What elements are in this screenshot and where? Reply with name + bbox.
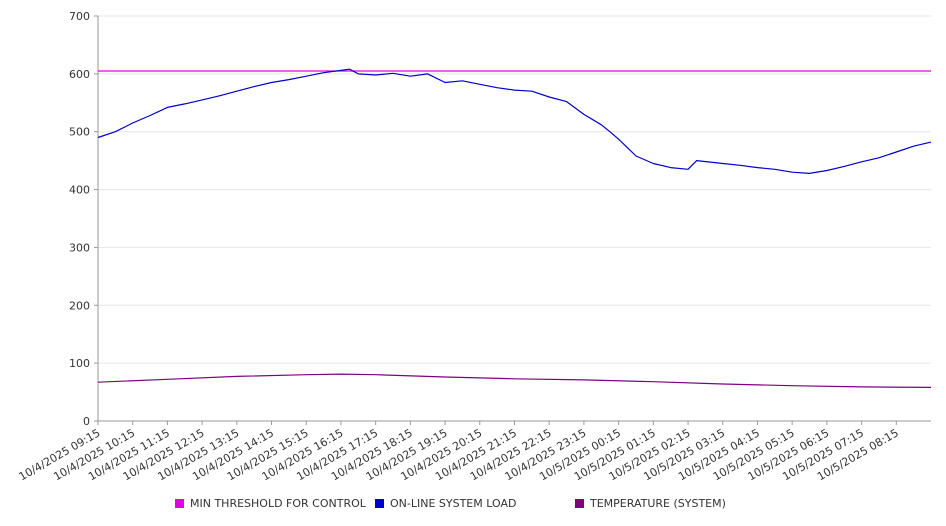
axes xyxy=(97,16,931,422)
y-tick-label: 700 xyxy=(69,10,90,23)
series-lines xyxy=(97,68,932,388)
legend-label-system-load: ON-LINE SYSTEM LOAD xyxy=(390,497,517,510)
legend-swatch-temperature xyxy=(575,499,584,508)
legend-label-min-threshold: MIN THRESHOLD FOR CONTROL xyxy=(190,497,366,510)
y-tick-label: 300 xyxy=(69,241,90,254)
y-tick-label: 200 xyxy=(69,299,90,312)
grid-lines xyxy=(98,15,931,364)
legend-item-system-load[interactable]: ON-LINE SYSTEM LOAD xyxy=(375,497,516,510)
y-tick-label: 0 xyxy=(83,415,90,428)
legend-swatch-system-load xyxy=(375,499,384,508)
series-line-system-load xyxy=(97,68,932,174)
legend-swatch-min-threshold xyxy=(175,499,184,508)
legend: MIN THRESHOLD FOR CONTROL ON-LINE SYSTEM… xyxy=(0,497,946,517)
y-tick-label: 500 xyxy=(69,126,90,139)
y-tick-label: 100 xyxy=(69,357,90,370)
y-tick-label: 400 xyxy=(69,184,90,197)
legend-item-temperature[interactable]: TEMPERATURE (SYSTEM) xyxy=(575,497,726,510)
y-axis-ticks: 0 100 200 300 400 500 600 700 xyxy=(69,10,98,428)
y-tick-label: 600 xyxy=(69,68,90,81)
legend-label-temperature: TEMPERATURE (SYSTEM) xyxy=(590,497,726,510)
legend-item-min-threshold[interactable]: MIN THRESHOLD FOR CONTROL xyxy=(175,497,366,510)
series-line-temperature xyxy=(97,373,932,388)
